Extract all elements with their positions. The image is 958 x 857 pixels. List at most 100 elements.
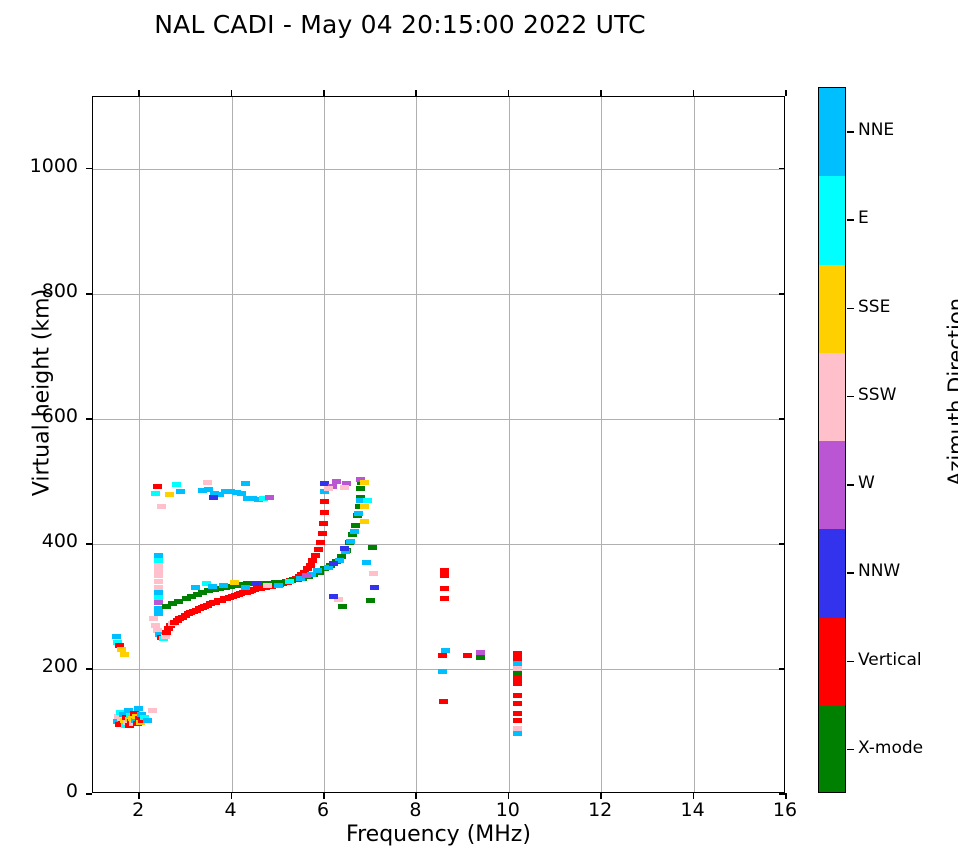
azimuth-colorbar	[818, 87, 846, 793]
data-point	[154, 568, 164, 574]
colorbar-segment-x-mode	[819, 705, 845, 792]
data-point	[302, 566, 312, 572]
data-point	[311, 553, 321, 559]
data-point	[154, 584, 164, 590]
data-point	[319, 481, 329, 487]
data-point	[204, 487, 213, 493]
y-tick-right	[779, 167, 785, 170]
x-tick-label: 16	[772, 799, 798, 821]
y-tick	[86, 292, 92, 295]
data-point	[340, 548, 350, 554]
x-tick-label: 12	[588, 799, 613, 821]
colorbar-tick	[847, 660, 854, 663]
data-point	[512, 726, 522, 732]
data-point	[264, 495, 274, 501]
data-point	[512, 666, 522, 672]
data-point	[300, 569, 310, 575]
gridline-vertical	[324, 97, 325, 792]
y-axis-title: Virtual height (km)	[29, 288, 55, 497]
data-point	[368, 544, 377, 550]
x-tick-label: 6	[316, 799, 330, 821]
data-point	[154, 573, 164, 579]
data-point	[369, 571, 379, 577]
data-point	[147, 708, 157, 714]
data-point	[253, 497, 263, 503]
data-point	[154, 557, 164, 563]
data-point	[356, 486, 366, 492]
data-point	[242, 496, 252, 502]
gridline-horizontal	[93, 168, 784, 170]
x-tick-top	[138, 90, 140, 96]
data-point	[154, 600, 164, 606]
data-point	[348, 532, 358, 538]
data-point	[318, 520, 328, 526]
data-point	[319, 488, 329, 494]
data-point	[162, 603, 172, 609]
x-tick-top	[230, 90, 233, 96]
data-point	[346, 538, 356, 544]
data-point	[512, 730, 522, 736]
x-tick-label: 10	[495, 799, 520, 821]
data-point	[151, 490, 161, 496]
plot-area	[92, 96, 785, 793]
x-axis-title: Frequency (MHz)	[346, 822, 531, 847]
data-point	[137, 712, 146, 718]
data-point	[339, 546, 349, 552]
data-point	[305, 562, 315, 568]
y-tick-right	[779, 292, 785, 295]
data-point	[209, 490, 219, 496]
data-point	[437, 652, 447, 658]
x-tick-label: 4	[224, 799, 237, 821]
data-point	[119, 652, 129, 658]
data-point	[365, 597, 375, 603]
gridline-horizontal	[93, 293, 784, 295]
data-point	[154, 552, 164, 558]
colorbar-tick	[847, 748, 854, 751]
x-tick	[138, 793, 140, 799]
data-point	[167, 600, 177, 606]
data-point	[198, 487, 208, 493]
data-point	[138, 717, 148, 723]
data-point	[328, 561, 338, 567]
data-point	[220, 488, 230, 494]
data-point	[164, 626, 174, 632]
data-point	[437, 668, 447, 674]
data-point	[334, 597, 344, 603]
data-point	[153, 627, 163, 633]
y-tick-right	[779, 793, 785, 795]
data-point	[339, 485, 349, 491]
data-point	[176, 488, 186, 494]
data-point	[360, 480, 370, 486]
x-tick	[785, 793, 787, 799]
data-point	[154, 578, 164, 584]
data-point	[154, 595, 164, 601]
data-point	[117, 647, 127, 653]
data-point	[115, 643, 125, 649]
data-point	[439, 596, 449, 602]
gridline-horizontal	[93, 418, 784, 420]
x-tick-label: 14	[680, 799, 705, 821]
data-point	[123, 708, 133, 714]
x-tick-top	[507, 90, 510, 96]
data-point	[154, 605, 164, 611]
data-point	[154, 610, 164, 616]
colorbar-label-w: W	[858, 473, 875, 494]
y-tick	[86, 793, 92, 795]
data-point	[341, 480, 351, 486]
colorbar-segment-e	[819, 176, 845, 265]
x-tick-top	[600, 90, 602, 96]
data-point	[153, 483, 163, 489]
y-tick-label: 400	[41, 529, 78, 552]
x-tick	[415, 793, 417, 799]
data-point	[240, 480, 250, 486]
data-point	[231, 582, 241, 588]
x-tick	[507, 793, 510, 799]
data-point	[112, 718, 122, 724]
data-point	[337, 603, 347, 609]
data-point	[215, 585, 225, 591]
colorbar-tick	[847, 307, 854, 310]
colorbar-segment-nnw	[819, 529, 845, 618]
data-point	[191, 585, 201, 591]
data-point	[231, 490, 241, 496]
colorbar-segment-ssw	[819, 352, 845, 441]
